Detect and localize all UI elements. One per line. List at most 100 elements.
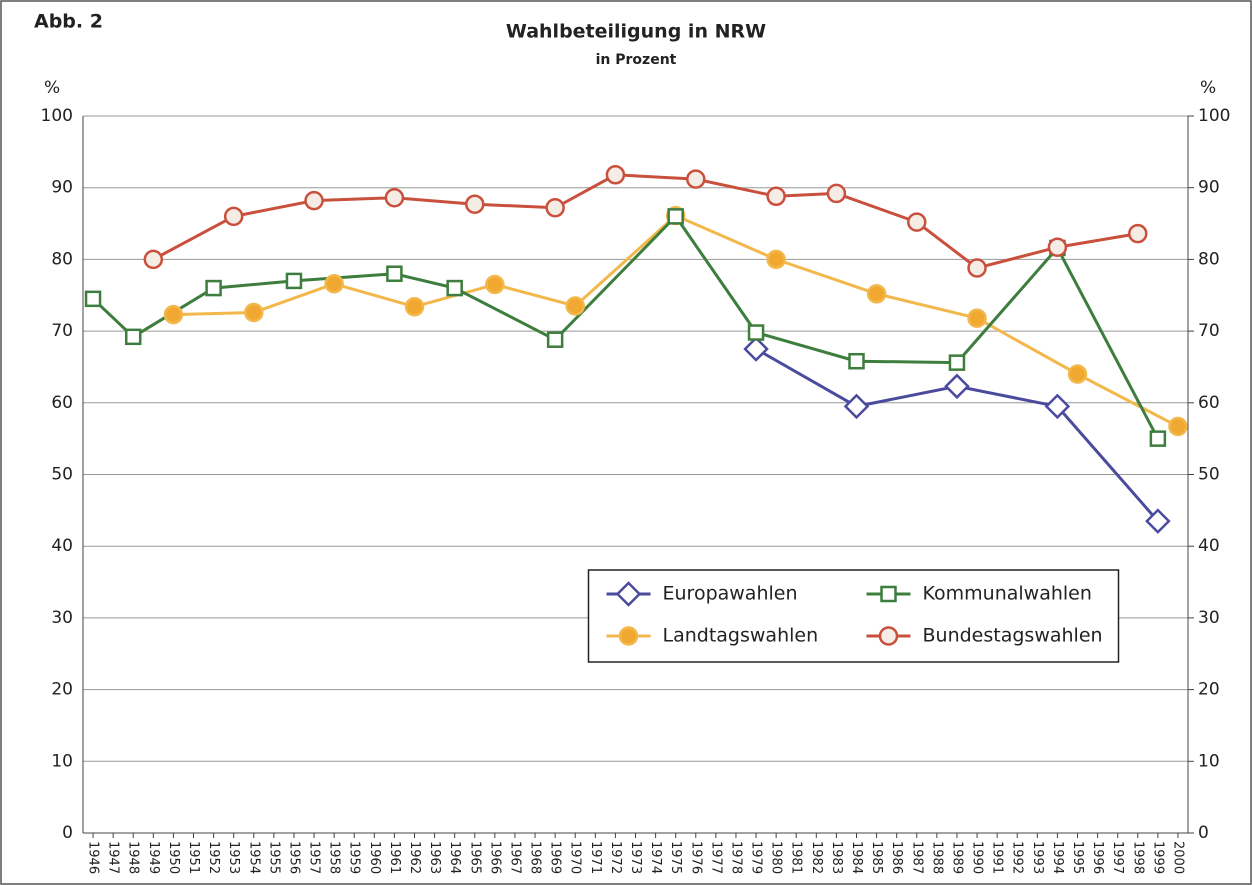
- x-tick-label: 1952: [206, 841, 221, 874]
- data-point: [465, 194, 485, 214]
- y2-axis-label: %: [1200, 78, 1216, 98]
- data-point: [967, 308, 987, 328]
- x-tick-label: 1988: [929, 841, 944, 874]
- data-point: [485, 274, 505, 295]
- data-point: [1067, 364, 1088, 384]
- data-point: [404, 296, 425, 317]
- series-line: [92, 214, 1160, 440]
- x-tick-label: 1968: [528, 841, 543, 874]
- x-tick-label: 1994: [1050, 841, 1065, 874]
- x-tick-label: 1991: [990, 841, 1005, 874]
- y2-tick-label: 60: [1198, 393, 1220, 413]
- data-point: [686, 169, 706, 189]
- y2-tick-label: 30: [1198, 608, 1220, 628]
- x-tick-label: 1966: [487, 841, 502, 874]
- data-point: [1044, 393, 1071, 420]
- y2-tick-label: 80: [1198, 249, 1220, 269]
- x-tick-label: 1970: [568, 841, 583, 874]
- y2-tick-label: 10: [1198, 751, 1220, 771]
- data-point: [907, 212, 927, 232]
- x-tick-label: 1973: [628, 841, 643, 874]
- legend-marker: [618, 626, 639, 646]
- x-tick-label: 1967: [507, 841, 522, 874]
- series-line: [173, 213, 1179, 428]
- data-point: [967, 258, 987, 278]
- data-point: [667, 208, 684, 225]
- x-tick-label: 1969: [548, 841, 563, 874]
- data-point: [743, 336, 769, 362]
- x-tick-label: 1946: [86, 841, 101, 874]
- data-point: [948, 354, 966, 371]
- chart-title: Wahlbeteiligung in NRW: [506, 21, 766, 43]
- x-tick-label: 1995: [1070, 841, 1085, 874]
- x-tick-label: 1948: [126, 841, 141, 874]
- x-tick-label: 1956: [286, 841, 301, 874]
- legend-label: Bundestagswahlen: [923, 625, 1103, 647]
- y-axis-label: %: [44, 78, 60, 98]
- data-point: [766, 186, 786, 207]
- data-point: [944, 373, 970, 400]
- y-tick-label: 20: [51, 680, 73, 700]
- x-tick-label: 1962: [407, 841, 422, 874]
- data-point: [843, 393, 870, 420]
- x-tick-label: 1987: [909, 841, 924, 874]
- data-point: [1047, 237, 1068, 257]
- data-point: [324, 274, 344, 294]
- x-tick-label: 1953: [226, 841, 241, 874]
- x-tick-label: 1986: [889, 841, 904, 874]
- x-tick-label: 1976: [688, 841, 703, 874]
- data-point: [124, 328, 142, 346]
- data-point: [223, 206, 244, 227]
- legend-label: Kommunalwahlen: [923, 583, 1092, 605]
- y2-tick-label: 90: [1198, 178, 1220, 198]
- legend-label: Europawahlen: [663, 583, 798, 605]
- x-tick-label: 1975: [668, 841, 683, 874]
- x-tick-label: 1954: [246, 841, 261, 874]
- data-point: [605, 165, 626, 185]
- x-tick-label: 1998: [1130, 841, 1145, 874]
- data-point: [747, 324, 765, 341]
- legend-marker: [880, 585, 897, 603]
- x-tick-label: 1999: [1150, 841, 1165, 874]
- data-point: [848, 352, 865, 370]
- legend-label: Landtagswahlen: [663, 625, 819, 647]
- data-point: [84, 290, 102, 308]
- y-tick-label: 60: [51, 393, 73, 413]
- figure-label: Abb. 2: [34, 11, 103, 33]
- y-tick-label: 40: [51, 536, 73, 556]
- data-point: [866, 284, 887, 304]
- data-point: [565, 296, 585, 316]
- data-point: [163, 304, 184, 325]
- data-point: [304, 190, 324, 211]
- data-point: [244, 302, 264, 323]
- y2-tick-label: 20: [1198, 680, 1220, 700]
- legend: Europawahlen Landtagswahlen Kommunalwahlen…: [587, 569, 1120, 663]
- x-tick-label: 1978: [728, 841, 743, 874]
- chart-subtitle: in Prozent: [596, 52, 677, 68]
- data-point: [766, 249, 786, 270]
- y-tick-label: 80: [51, 249, 73, 269]
- x-tick-label: 1960: [367, 841, 382, 874]
- legend-box: [587, 569, 1120, 663]
- x-tick-label: 1993: [1030, 841, 1045, 874]
- data-point: [143, 249, 164, 270]
- x-tick-label: 1983: [829, 841, 844, 874]
- y2-tick-label: 50: [1198, 465, 1220, 485]
- x-tick-label: 1947: [106, 841, 121, 874]
- x-tick-label: 1950: [166, 841, 181, 874]
- y2-tick-label: 0: [1198, 823, 1209, 843]
- y2-tick-label: 100: [1198, 106, 1230, 126]
- y-tick-label: 10: [51, 751, 73, 771]
- x-tick-label: 1958: [327, 841, 342, 874]
- x-tick-label: 1977: [708, 841, 723, 874]
- data-point: [386, 265, 403, 282]
- x-tick-label: 1990: [970, 841, 985, 874]
- x-tick-label: 1957: [307, 841, 322, 874]
- data-point: [1149, 430, 1167, 447]
- x-tick-label: 1989: [949, 841, 964, 874]
- data-point: [285, 272, 303, 290]
- x-tick-label: 1951: [186, 841, 201, 874]
- legend-marker: [615, 581, 642, 607]
- data-point: [1145, 508, 1171, 534]
